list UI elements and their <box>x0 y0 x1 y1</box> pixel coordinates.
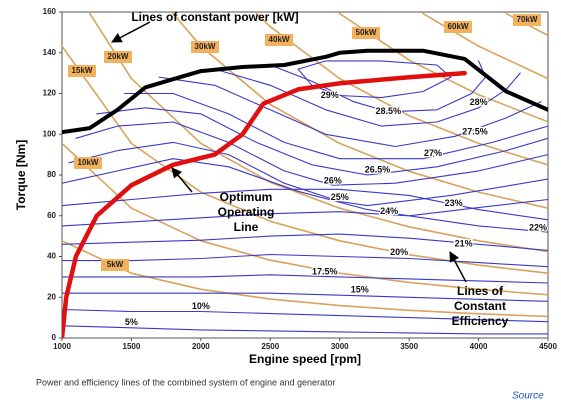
power-label-box <box>68 65 96 77</box>
power-label-box <box>104 51 132 63</box>
power-label: 15kW <box>72 66 93 75</box>
efficiency-label: 27.5% <box>462 127 488 137</box>
power-label: 50kW <box>356 28 377 37</box>
efficiency-label: 10% <box>192 301 210 311</box>
power-line <box>62 142 548 296</box>
power-label: 5kW <box>107 260 124 269</box>
y-tick-label: 20 <box>47 292 56 301</box>
y-tick-label: 60 <box>47 211 56 220</box>
efficiency-line <box>62 308 548 323</box>
efficiency-label: 17.5% <box>312 266 338 276</box>
efficiency-label: 5% <box>125 317 138 327</box>
annotation: Line <box>234 220 259 234</box>
efficiency-label: 26.5% <box>365 164 391 174</box>
efficiency-line <box>214 68 521 127</box>
power-line <box>62 45 548 274</box>
efficiency-label: 23% <box>445 198 463 208</box>
power-line <box>62 240 548 318</box>
annotation: Lines of <box>457 284 504 298</box>
efficiency-line <box>62 325 548 335</box>
annotation: Efficiency <box>452 314 509 328</box>
x-tick-label: 2500 <box>261 342 279 351</box>
max-torque-line <box>62 48 548 135</box>
power-label: 40kW <box>269 35 290 44</box>
y-tick-label: 160 <box>43 7 57 16</box>
efficiency-label: 22% <box>529 222 547 232</box>
x-tick-label: 3500 <box>400 342 418 351</box>
efficiency-label: 25% <box>331 192 349 202</box>
annotation: Optimum <box>220 190 273 204</box>
efficiency-arrow <box>449 251 467 283</box>
power-label-box <box>191 41 219 53</box>
efficiency-line <box>62 211 548 233</box>
efficiency-line <box>62 158 548 217</box>
source-link[interactable]: Source <box>512 391 544 400</box>
efficiency-line <box>62 274 548 284</box>
x-tick-label: 4000 <box>470 342 488 351</box>
annotation: Constant <box>454 299 506 313</box>
overlay: 5kW 10kW 15kW 20kW 30kW 40kW 50kW 60kW 70kW 5% 10%… <box>68 14 548 328</box>
efficiency-line <box>96 107 548 176</box>
efficiency-line <box>297 60 452 99</box>
power-label-box <box>265 34 293 46</box>
optimum-line <box>62 70 467 338</box>
efficiency-line <box>158 76 542 148</box>
y-tick-label: 80 <box>47 170 56 179</box>
y-axis-label: Torque [Nm] <box>14 140 28 210</box>
efficiency-line <box>68 141 548 207</box>
efficiency-label: 20% <box>390 247 408 257</box>
y-tick-label: 100 <box>43 129 57 138</box>
efficiency-line <box>123 92 548 160</box>
title-arrow <box>111 21 151 43</box>
efficiency-line <box>62 292 548 302</box>
efficiency-label: 28.5% <box>376 106 402 116</box>
power-label: 60kW <box>448 22 469 31</box>
chart-title: Lines of constant power [kW] <box>131 10 298 24</box>
power-label: 20kW <box>108 52 129 61</box>
power-label: 10kW <box>78 158 99 167</box>
x-tick-label: 3000 <box>331 342 349 351</box>
power-label: 70kW <box>517 15 538 24</box>
x-tick-label: 1000 <box>53 342 71 351</box>
y-tick-label: 120 <box>43 89 57 98</box>
power-label: 30kW <box>195 42 216 51</box>
x-tick-label: 1500 <box>123 342 141 351</box>
efficiency-label: 28% <box>470 97 488 107</box>
power-label-box <box>352 27 380 39</box>
y-tick-label: 0 <box>52 333 57 342</box>
efficiency-line <box>62 233 548 251</box>
caption: Power and efficiency lines of the combin… <box>36 377 336 387</box>
power-label-box <box>513 14 541 26</box>
power-line <box>422 12 548 80</box>
efficiency-label: 27% <box>424 148 442 158</box>
x-tick-label: 2000 <box>192 342 210 351</box>
y-tick-label: 40 <box>47 252 56 261</box>
efficiency-label: 15% <box>351 285 369 295</box>
x-tick-label: 4500 <box>539 342 557 351</box>
power-label-box <box>444 21 472 33</box>
efficiency-line <box>75 121 548 186</box>
power-label-box <box>74 157 102 169</box>
y-tick-label: 140 <box>43 48 57 57</box>
x-axis-label: Engine speed [rpm] <box>249 352 361 366</box>
efficiency-line <box>62 188 548 221</box>
efficiency-label: 24% <box>380 206 398 216</box>
efficiency-label: 26% <box>324 176 342 186</box>
optimum-arrow <box>171 167 193 193</box>
efficiency-line <box>62 253 548 268</box>
power-label-box <box>101 259 129 271</box>
plot-frame <box>61 11 549 339</box>
annotation: Operating <box>218 205 275 219</box>
efficiency-label: 29% <box>321 90 339 100</box>
efficiency-label: 21% <box>455 239 473 249</box>
